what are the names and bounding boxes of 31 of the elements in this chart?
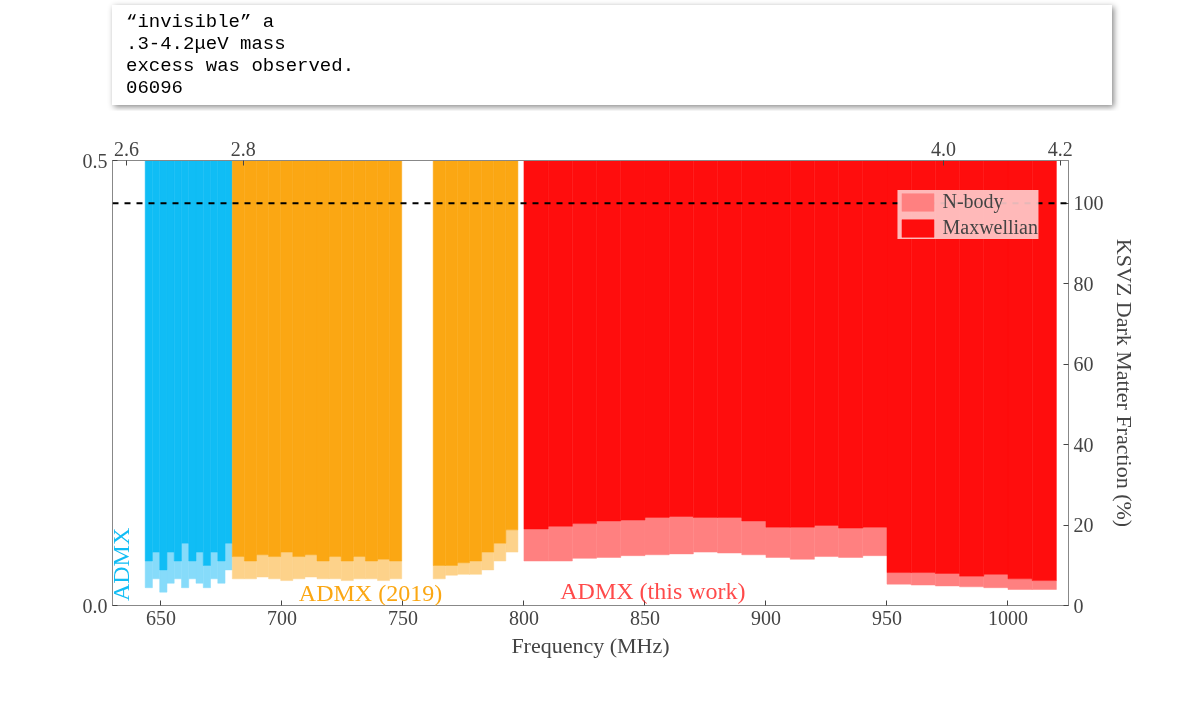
y2-tick-label: 60: [1073, 353, 1094, 376]
x-tick-label: 750: [387, 606, 418, 629]
text: .3-4.2μeV mass: [126, 33, 286, 55]
text: “invisible” a: [126, 11, 275, 33]
y2-axis-title: KSVZ Dark Matter Fraction (%): [1111, 238, 1137, 528]
y2-tick-label: 100: [1073, 192, 1104, 215]
y2-tick-label: 40: [1073, 433, 1094, 456]
y2-tick-label: 0: [1073, 594, 1084, 617]
annotation: ADMX (this work): [560, 577, 746, 604]
series-label: ADMX (2019): [298, 579, 443, 606]
x2-tick-label: 2.6: [114, 137, 140, 160]
text: excess was observed.: [126, 55, 355, 77]
x2-tick-label: 4.0: [931, 137, 957, 160]
x-tick-label: 800: [508, 606, 539, 629]
legend-label: Maxwellian: [942, 216, 1038, 239]
x2-tick-label: 2.8: [230, 137, 256, 160]
y-tick-label: 0.5: [82, 149, 108, 172]
text: 06096: [126, 77, 184, 99]
x-axis-title: Frequency (MHz): [511, 632, 670, 658]
y-tick-label: 0.0: [82, 594, 108, 617]
x-tick-label: 650: [145, 606, 176, 629]
x2-tick-label: 4.2: [1047, 137, 1073, 160]
x-tick-label: 950: [871, 606, 902, 629]
legend-label: N-body: [942, 190, 1004, 213]
x-tick-label: 700: [266, 606, 297, 629]
x-tick-label: 850: [629, 606, 660, 629]
y2-tick-label: 20: [1073, 514, 1094, 537]
text: ADMX: [107, 527, 134, 602]
x-tick-label: 1000: [987, 606, 1028, 629]
y2-tick-label: 80: [1073, 272, 1094, 295]
x-tick-label: 900: [750, 606, 781, 629]
